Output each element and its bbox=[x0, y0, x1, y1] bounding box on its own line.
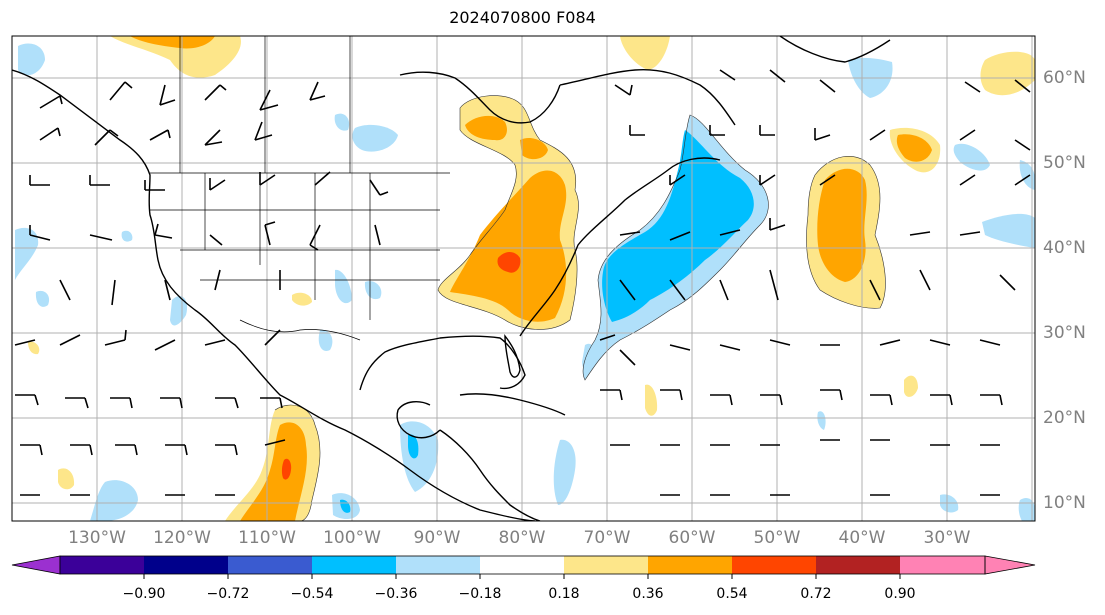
colorbar-tick-label: 0.90 bbox=[884, 586, 916, 602]
lon-label: 120°W bbox=[153, 528, 211, 548]
colorbar-bin bbox=[648, 556, 732, 574]
colorbar-tick-label: 0.72 bbox=[800, 586, 832, 602]
lon-label: 60°W bbox=[668, 528, 716, 548]
lon-label: 30°W bbox=[923, 528, 971, 548]
lon-label: 110°W bbox=[238, 528, 296, 548]
colorbar-over-extension bbox=[984, 555, 1036, 575]
colorbar-bin bbox=[144, 556, 228, 574]
positive-anomaly-fill bbox=[28, 36, 1035, 521]
map-frame bbox=[11, 35, 1036, 522]
wind-barbs bbox=[14, 69, 1031, 496]
lat-label: 50°N bbox=[1043, 153, 1086, 173]
colorbar-bin bbox=[732, 556, 816, 574]
colorbar-bin bbox=[60, 556, 144, 574]
colorbar-bin bbox=[816, 556, 900, 574]
colorbar-bin bbox=[480, 556, 564, 574]
lon-label: 40°W bbox=[838, 528, 886, 548]
colorbar-bin bbox=[228, 556, 312, 574]
colorbar-tick-label: −0.54 bbox=[290, 586, 334, 602]
colorbar-tick-label: 0.54 bbox=[716, 586, 748, 602]
map-title: 2024070800 F084 bbox=[449, 8, 596, 27]
lat-label: 60°N bbox=[1043, 68, 1086, 88]
lon-label: 100°W bbox=[323, 528, 381, 548]
lon-label: 130°W bbox=[68, 528, 126, 548]
lon-label: 70°W bbox=[583, 528, 631, 548]
lat-label: 30°N bbox=[1043, 323, 1086, 343]
colorbar-tick-label: 0.36 bbox=[632, 586, 664, 602]
colorbar-bin bbox=[312, 556, 396, 574]
colorbar-bin bbox=[564, 556, 648, 574]
colorbar-under-extension bbox=[11, 555, 61, 575]
lon-label: 50°W bbox=[753, 528, 801, 548]
lon-label: 90°W bbox=[413, 528, 461, 548]
colorbar-tick-label: 0.18 bbox=[548, 586, 580, 602]
colorbar-tick-label: −0.72 bbox=[206, 586, 250, 602]
coastlines bbox=[12, 36, 891, 521]
colorbar-tick-label: −0.18 bbox=[458, 586, 502, 602]
lon-label: 80°W bbox=[498, 528, 546, 548]
colorbar-tick-label: −0.36 bbox=[374, 586, 418, 602]
colorbar-bin bbox=[900, 556, 985, 574]
map-panel bbox=[12, 36, 1035, 521]
colorbar-bin bbox=[396, 556, 480, 574]
gridlines bbox=[12, 36, 1035, 521]
lat-label: 10°N bbox=[1043, 493, 1086, 513]
colorbar bbox=[11, 555, 1036, 579]
lat-label: 20°N bbox=[1043, 408, 1086, 428]
lat-label: 40°N bbox=[1043, 238, 1086, 258]
colorbar-tick-label: −0.90 bbox=[122, 586, 166, 602]
